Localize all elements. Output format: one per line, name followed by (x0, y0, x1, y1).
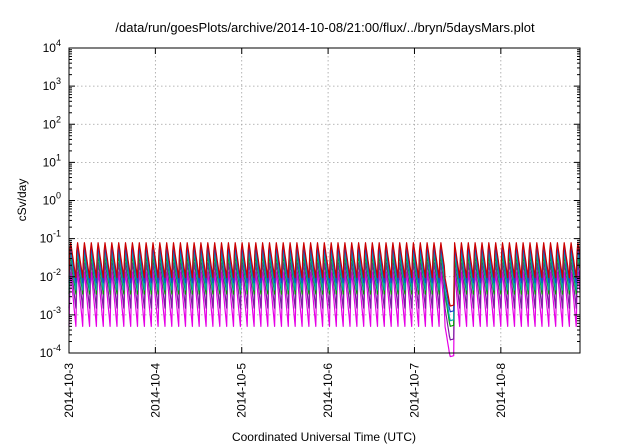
y-tick-label: 104 (43, 38, 61, 55)
x-axis-tick-labels: 2014-10-3 2014-10-4 2014-10-5 2014-10-6 2014… (62, 363, 508, 418)
y-tick-label: 103 (43, 76, 61, 93)
x-tick-label: 2014-10-3 (62, 363, 76, 418)
chart-title: /data/run/goesPlots/archive/2014-10-08/2… (115, 20, 535, 35)
y-tick-label: 102 (43, 114, 61, 131)
x-tick-label: 2014-10-8 (494, 363, 508, 418)
x-axis-label: Coordinated Universal Time (UTC) (232, 430, 416, 444)
y-tick-label: 101 (43, 152, 61, 169)
plot-area (68, 242, 581, 358)
y-tick-label: 10-3 (40, 305, 61, 322)
y-tick-label: 10-4 (40, 343, 61, 360)
x-tick-label: 2014-10-6 (321, 363, 335, 418)
y-tick-label: 10-2 (40, 267, 61, 284)
y-tick-label: 10-1 (40, 229, 61, 246)
grid (69, 48, 580, 353)
x-tick-label: 2014-10-5 (235, 363, 249, 418)
y-axis-label: cSv/day (15, 179, 29, 222)
axis-ticks (68, 47, 580, 354)
x-tick-label: 2014-10-7 (407, 363, 421, 418)
y-tick-label: 100 (43, 191, 61, 208)
x-tick-label: 2014-10-4 (148, 363, 162, 418)
y-axis-tick-labels: 10-4 10-3 10-2 10-1 100 101 102 103 104 (40, 38, 61, 360)
series-line (68, 242, 581, 307)
